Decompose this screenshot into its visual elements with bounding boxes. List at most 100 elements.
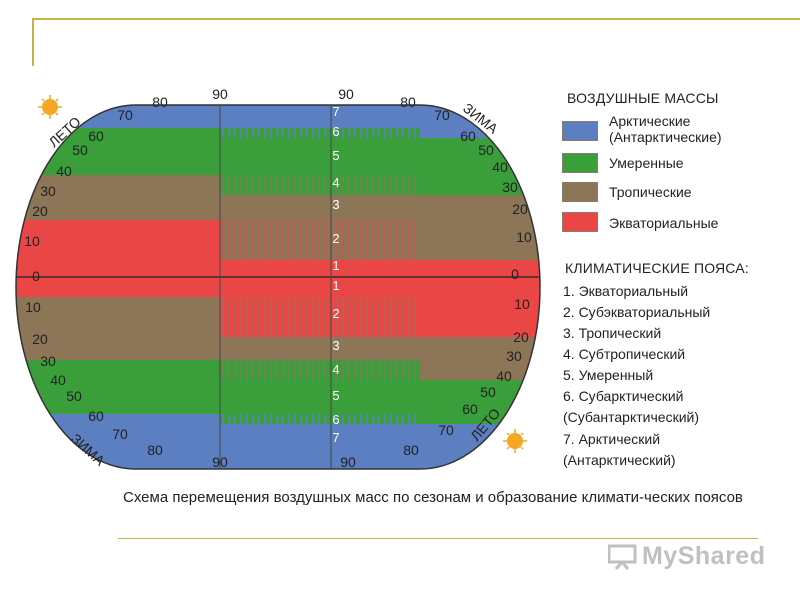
air-mass-band xyxy=(16,360,220,414)
belt-item: 1. Экваториальный xyxy=(563,283,689,299)
air-mass-band xyxy=(220,360,331,380)
sun-top-left-icon xyxy=(38,95,62,119)
air-mass-band xyxy=(220,260,331,297)
latitude-label-right: 0 xyxy=(511,266,519,282)
belt-number-top: 1 xyxy=(332,258,339,273)
latitude-label-left: 80 xyxy=(152,94,168,110)
belt-number-top: 7 xyxy=(332,104,339,119)
air-mass-band xyxy=(420,260,540,337)
air-mass-band xyxy=(16,175,220,220)
air-mass-band xyxy=(220,414,331,424)
frame-top-line xyxy=(32,18,800,20)
latitude-label-right: 40 xyxy=(492,159,508,175)
air-mass-band xyxy=(331,195,420,218)
belt-item: 2. Субэкваториальный xyxy=(563,304,711,320)
air-mass-band xyxy=(220,175,331,195)
latitude-label-right: 60 xyxy=(462,401,478,417)
air-mass-band xyxy=(16,297,220,360)
belt-number-labels: 7 6 5 4 3 2 1 1 2 3 4 5 6 7 xyxy=(332,104,339,445)
latitude-label-left: 40 xyxy=(50,372,66,388)
legend-swatch-arctic xyxy=(562,121,598,141)
latitude-label-left: 50 xyxy=(66,388,82,404)
latitude-label-left: 0 xyxy=(32,268,40,284)
latitude-label-left: 90 xyxy=(212,86,228,102)
legend-swatch-temperate xyxy=(562,153,598,173)
latitude-label-right: 50 xyxy=(480,384,496,400)
latitude-label-left: 40 xyxy=(56,163,72,179)
air-mass-band xyxy=(16,220,220,297)
belt-item: (Антарктический) xyxy=(563,452,676,468)
latitude-label-left: 80 xyxy=(147,442,163,458)
belt-number-bottom: 1 xyxy=(332,278,339,293)
air-mass-band xyxy=(220,195,331,218)
frame-left-line xyxy=(32,18,34,66)
legend-label-temperate: Умеренные xyxy=(609,155,684,171)
air-mass-band xyxy=(220,424,331,469)
latitude-label-left: 30 xyxy=(40,183,56,199)
air-mass-band xyxy=(331,260,420,297)
latitude-label-left: 60 xyxy=(88,408,104,424)
latitude-label-right: 30 xyxy=(502,179,518,195)
air-mass-band xyxy=(331,128,420,138)
belt-item: 3. Тропический xyxy=(563,325,662,341)
legend-label-tropical: Тропические xyxy=(609,184,692,200)
air-mass-band xyxy=(220,105,331,128)
belt-number-top: 6 xyxy=(332,124,339,139)
latitude-label-left: 20 xyxy=(32,203,48,219)
air-mass-band xyxy=(331,218,420,260)
latitude-label-right: 70 xyxy=(438,422,454,438)
latitude-label-right: 10 xyxy=(516,229,532,245)
air-mass-band xyxy=(220,380,331,414)
latitude-label-right: 10 xyxy=(514,296,530,312)
legend-label-equatorial: Экваториальные xyxy=(609,215,719,231)
watermark-logo: MyShared xyxy=(608,540,768,574)
legend-swatch-equatorial xyxy=(562,212,598,232)
belt-item: 7. Арктический xyxy=(563,431,661,447)
air-mass-band xyxy=(331,414,420,424)
oval-outline xyxy=(15,104,541,470)
air-mass-band xyxy=(220,128,331,138)
frame-bottom-line xyxy=(118,538,758,539)
air-mass-band xyxy=(331,105,420,128)
air-mass-band xyxy=(331,424,420,469)
air-mass-band xyxy=(331,337,420,360)
latitude-label-right: 80 xyxy=(400,94,416,110)
latitude-label-right: 60 xyxy=(460,128,476,144)
latitude-label-right: 20 xyxy=(512,201,528,217)
latitude-label-right: 90 xyxy=(338,86,354,102)
air-mass-band xyxy=(220,337,331,360)
belt-number-top: 5 xyxy=(332,148,339,163)
latitude-label-right: 50 xyxy=(478,142,494,158)
belt-number-top: 3 xyxy=(332,197,339,212)
latitude-label-left: 60 xyxy=(88,128,104,144)
air-mass-band xyxy=(331,380,420,414)
air-mass-band xyxy=(331,138,420,175)
belt-number-bottom: 7 xyxy=(332,430,339,445)
diagram-caption: Схема перемещения воздушных масс по сезо… xyxy=(123,489,743,506)
legend-swatch-tropical xyxy=(562,182,598,202)
latitude-label-left: 50 xyxy=(72,142,88,158)
air-mass-band xyxy=(220,138,331,175)
latitude-label-right: 20 xyxy=(513,329,529,345)
latitude-label-left: 70 xyxy=(117,107,133,123)
latitude-label-right: 90 xyxy=(340,454,356,470)
air-mass-band xyxy=(420,195,540,260)
air-mass-band xyxy=(220,297,331,337)
belt-item: 5. Умеренный xyxy=(563,367,654,383)
latitude-label-left: 90 xyxy=(212,454,228,470)
latitude-label-right: 70 xyxy=(434,107,450,123)
air-mass-band xyxy=(331,297,420,337)
belt-number-bottom: 2 xyxy=(332,306,339,321)
belt-item: 4. Субтропический xyxy=(563,346,686,362)
belt-number-bottom: 5 xyxy=(332,388,339,403)
belt-number-bottom: 6 xyxy=(332,412,339,427)
latitude-label-left: 20 xyxy=(32,331,48,347)
air-mass-band xyxy=(420,337,540,380)
belt-number-top: 4 xyxy=(332,175,339,190)
presentation-icon xyxy=(608,544,637,570)
diagram-bands xyxy=(16,105,540,469)
belt-number-top: 2 xyxy=(332,231,339,246)
watermark-text: MyShared xyxy=(642,542,766,570)
